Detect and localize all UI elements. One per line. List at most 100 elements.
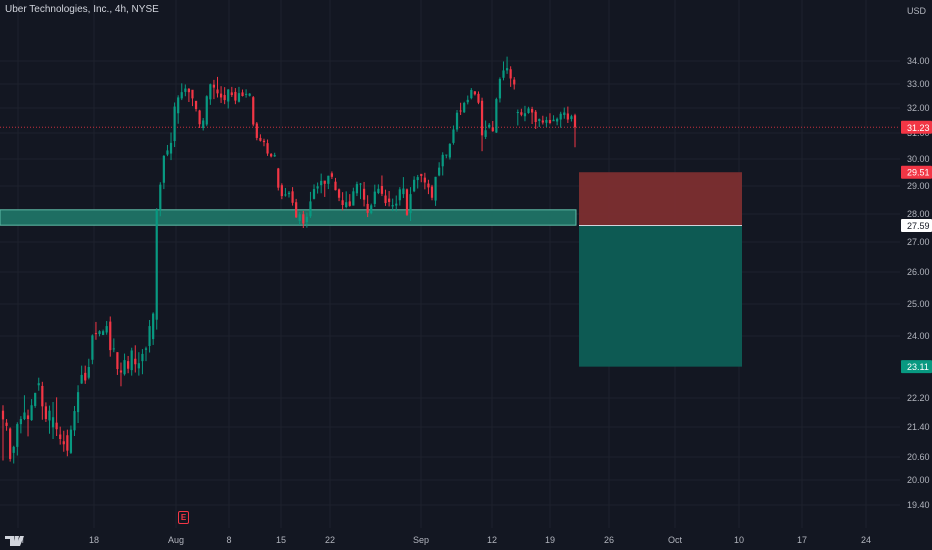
candle-body xyxy=(291,191,294,203)
time-tick-label: 17 xyxy=(797,535,807,545)
price-tag[interactable] xyxy=(901,165,932,179)
candle-body xyxy=(345,202,348,207)
candle-body xyxy=(184,88,187,92)
candle-body xyxy=(109,321,112,351)
candle-body xyxy=(123,360,126,375)
candle-body xyxy=(287,192,291,195)
candle-body xyxy=(37,383,40,386)
candle-body xyxy=(327,175,330,184)
time-tick-label: 12 xyxy=(487,535,497,545)
candle-body xyxy=(420,173,423,177)
candle-body xyxy=(470,90,473,99)
time-axis[interactable]: Jul18Aug81522Sep121926Oct101724 xyxy=(12,535,871,545)
time-tick-label: 15 xyxy=(276,535,286,545)
candle-body xyxy=(9,428,12,459)
candle-body xyxy=(169,142,173,154)
time-tick-label: 8 xyxy=(226,535,231,545)
candle-body xyxy=(159,184,162,210)
candle-body xyxy=(405,189,409,215)
earnings-icon[interactable]: E xyxy=(178,511,189,524)
candle-body xyxy=(452,129,455,143)
price-tag[interactable] xyxy=(901,120,932,134)
candle-body xyxy=(441,154,444,167)
candle-body xyxy=(516,112,519,113)
short-position-tool[interactable] xyxy=(579,172,742,367)
candle-body xyxy=(563,112,566,115)
price-tag[interactable] xyxy=(901,218,932,232)
candle-body xyxy=(366,203,369,213)
candle-body xyxy=(73,411,76,431)
candlestick-series xyxy=(1,56,577,464)
candle-body xyxy=(127,361,130,369)
candle-body xyxy=(430,186,434,198)
candle-body xyxy=(51,417,55,428)
candle-body xyxy=(559,113,562,120)
candle-body xyxy=(194,100,198,109)
candle-body xyxy=(162,155,165,183)
candle-body xyxy=(573,115,577,128)
candle-body xyxy=(248,93,251,96)
price-tag[interactable] xyxy=(901,360,932,374)
candle-body xyxy=(180,92,183,99)
candle-body xyxy=(23,412,26,420)
candle-body xyxy=(523,113,527,117)
price-tag-label: 23.11 xyxy=(907,362,929,372)
price-tick-label: 19.40 xyxy=(907,500,930,510)
candle-body xyxy=(166,150,169,155)
candle-body xyxy=(198,110,201,125)
candle-body xyxy=(244,93,248,95)
candle-body xyxy=(552,119,555,122)
candle-body xyxy=(402,188,405,195)
candle-body xyxy=(463,102,466,113)
candle-body xyxy=(370,205,373,214)
price-tick-label: 25.00 xyxy=(907,299,930,309)
candle-body xyxy=(488,124,491,128)
candle-body xyxy=(273,155,276,157)
grid-lines xyxy=(0,0,900,528)
candle-body xyxy=(259,137,262,141)
candle-body xyxy=(266,143,269,154)
price-tag-label: 29.51 xyxy=(907,168,930,178)
currency-label[interactable]: USD xyxy=(907,6,927,16)
candle-body xyxy=(484,130,487,137)
candle-body xyxy=(534,111,537,122)
candle-body xyxy=(530,109,534,113)
price-tick-label: 21.40 xyxy=(907,422,930,432)
candle-body xyxy=(416,177,419,181)
candle-body xyxy=(230,92,233,96)
time-tick-label: 18 xyxy=(89,535,99,545)
candle-body xyxy=(19,419,22,425)
candle-body xyxy=(498,78,502,99)
candle-body xyxy=(234,91,237,101)
symbol-title[interactable]: Uber Technologies, Inc., 4h, NYSE xyxy=(5,4,159,15)
price-tick-label: 33.00 xyxy=(907,79,930,89)
candle-body xyxy=(101,331,105,336)
price-axis[interactable]: 34.0033.0032.0031.0030.0029.0028.0027.00… xyxy=(901,56,932,510)
candle-body xyxy=(91,335,94,360)
candle-body xyxy=(216,89,219,94)
candle-body xyxy=(112,348,115,350)
candle-body xyxy=(377,188,380,193)
candle-body xyxy=(548,120,552,123)
candle-body xyxy=(480,100,484,136)
candle-body xyxy=(341,200,344,206)
candle-body xyxy=(384,195,387,204)
stop-loss-zone[interactable] xyxy=(579,172,742,226)
candle-body xyxy=(55,422,58,430)
candle-body xyxy=(477,93,480,103)
candle-body xyxy=(387,198,391,202)
price-tick-label: 24.00 xyxy=(907,331,930,341)
candle-body xyxy=(556,118,559,122)
candle-body xyxy=(520,112,523,115)
candle-body xyxy=(98,331,101,335)
price-tag-label: 31.23 xyxy=(907,123,930,133)
candle-body xyxy=(270,154,273,157)
tradingview-logo[interactable] xyxy=(5,536,27,549)
candle-body xyxy=(309,201,312,217)
candle-body xyxy=(473,91,477,95)
candle-body xyxy=(187,88,191,93)
candle-body xyxy=(348,201,351,206)
candle-body xyxy=(295,202,298,218)
take-profit-zone[interactable] xyxy=(579,225,742,367)
